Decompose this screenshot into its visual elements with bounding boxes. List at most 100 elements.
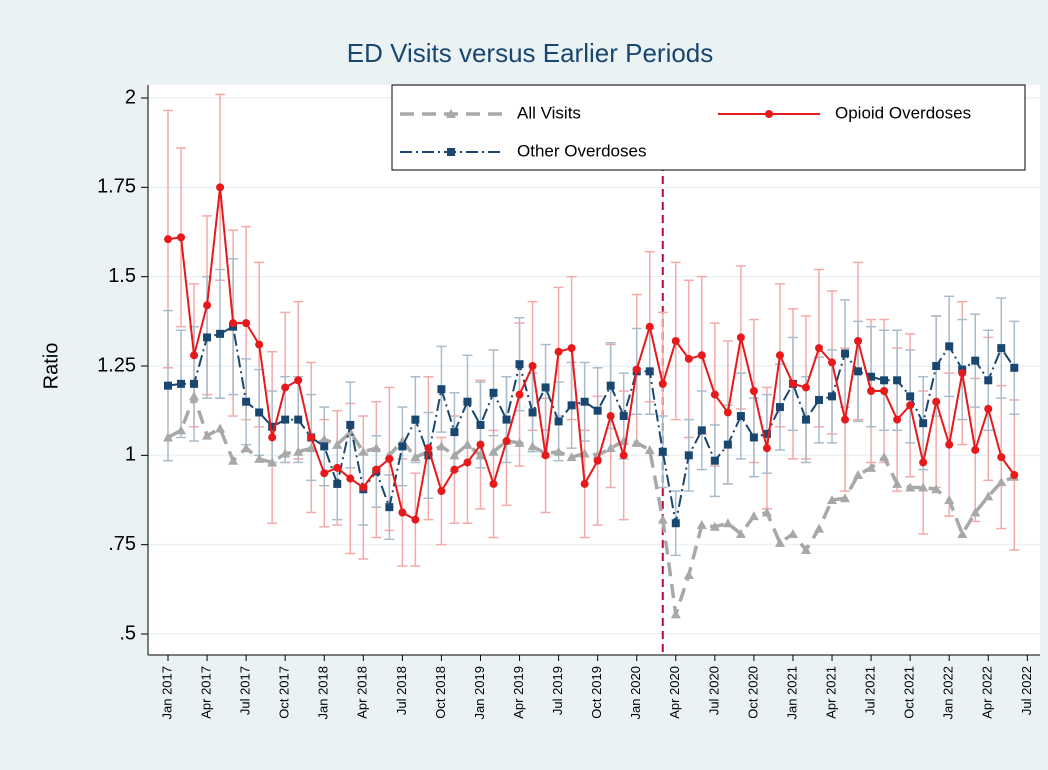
marker: [671, 336, 680, 345]
marker: [814, 523, 824, 533]
marker: [372, 465, 381, 474]
marker: [242, 319, 251, 328]
y-tick-label: 1.75: [97, 176, 136, 198]
marker: [333, 479, 342, 488]
marker: [735, 528, 746, 538]
marker: [541, 383, 550, 392]
marker: [644, 444, 655, 454]
marker: [696, 520, 707, 530]
marker: [749, 387, 758, 396]
marker: [203, 301, 212, 310]
marker: [828, 358, 837, 367]
x-tick-label: Oct 2021: [902, 666, 917, 719]
marker: [854, 336, 863, 345]
marker: [853, 469, 864, 479]
marker: [554, 347, 563, 356]
legend-box: [391, 84, 1026, 171]
marker: [502, 415, 511, 424]
marker: [867, 372, 876, 381]
marker: [462, 439, 473, 449]
marker: [437, 487, 446, 496]
marker: [566, 452, 577, 462]
marker: [541, 451, 550, 460]
marker: [931, 484, 942, 494]
marker: [229, 319, 238, 328]
x-tick-label: Jan 2022: [941, 666, 956, 720]
marker: [242, 397, 251, 406]
marker: [671, 519, 680, 528]
marker: [762, 429, 771, 438]
marker: [333, 463, 342, 472]
y-tick-label: 2: [125, 86, 136, 108]
legend: All Visits Opioid Overdoses Other Overdose…: [391, 84, 1026, 171]
marker: [527, 441, 538, 451]
marker: [202, 430, 213, 440]
x-tick-label: Apr 2017: [198, 666, 213, 719]
y-axis-label: Ratio: [40, 343, 62, 390]
marker: [216, 183, 225, 192]
marker: [800, 545, 811, 555]
marker: [657, 514, 668, 524]
x-tick-label: Oct 2020: [745, 666, 760, 719]
marker: [502, 437, 511, 446]
marker: [801, 383, 810, 392]
marker: [841, 349, 850, 358]
marker: [765, 110, 773, 118]
marker: [906, 392, 915, 401]
marker: [255, 408, 264, 417]
marker: [840, 493, 851, 503]
marker: [593, 406, 602, 415]
marker: [944, 495, 955, 504]
marker: [801, 415, 810, 424]
marker: [580, 397, 589, 406]
marker: [775, 403, 784, 412]
marker: [228, 455, 239, 465]
marker: [723, 440, 732, 449]
marker: [971, 445, 980, 454]
marker: [710, 456, 719, 465]
x-tick-label: Jul 2017: [238, 666, 253, 715]
x-tick-label: Jul 2022: [1019, 666, 1034, 715]
marker: [463, 397, 472, 406]
marker: [216, 329, 225, 338]
marker: [893, 376, 902, 385]
marker: [918, 482, 929, 492]
marker: [945, 342, 954, 351]
marker: [723, 408, 732, 417]
marker: [320, 442, 329, 451]
marker: [293, 446, 304, 456]
marker: [580, 479, 589, 488]
marker: [697, 426, 706, 435]
marker: [1010, 363, 1019, 372]
marker: [177, 379, 186, 388]
marker: [268, 422, 277, 431]
marker: [450, 428, 459, 437]
marker: [605, 443, 616, 453]
marker: [307, 433, 316, 442]
marker: [447, 148, 455, 156]
marker: [919, 419, 928, 428]
marker: [984, 404, 993, 413]
marker: [280, 448, 291, 458]
marker: [788, 379, 797, 388]
marker: [983, 491, 994, 501]
marker: [945, 440, 954, 449]
marker: [593, 456, 602, 465]
marker: [177, 233, 186, 242]
legend-label: Opioid Overdoses: [835, 103, 971, 122]
marker: [892, 478, 903, 488]
marker: [385, 454, 394, 463]
marker: [164, 381, 172, 390]
marker: [748, 511, 759, 521]
x-tick-label: Apr 2020: [667, 666, 682, 719]
marker: [515, 390, 524, 399]
marker: [567, 344, 576, 353]
marker: [346, 420, 355, 429]
marker: [410, 452, 421, 462]
x-tick-label: Jan 2018: [316, 666, 331, 720]
marker: [398, 508, 407, 517]
marker: [932, 397, 941, 406]
marker: [190, 379, 199, 388]
marker: [359, 483, 368, 492]
marker: [267, 457, 278, 467]
